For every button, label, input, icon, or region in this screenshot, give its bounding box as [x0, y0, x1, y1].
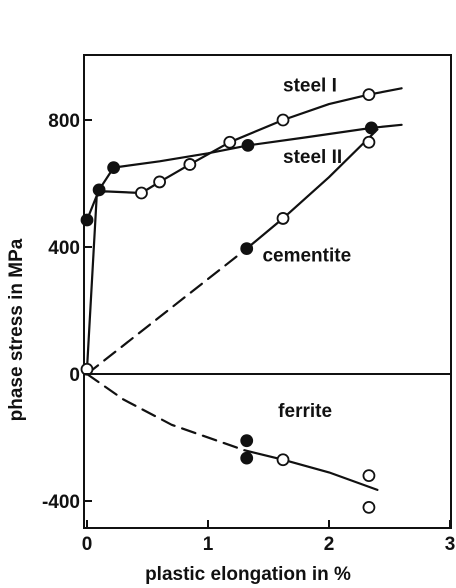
annotations: steel I steel II cementite ferrite	[262, 75, 351, 421]
plot-frame	[83, 54, 452, 529]
steel-i-point	[362, 88, 376, 101]
steel-ii-point	[364, 121, 378, 135]
x-axis-label: plastic elongation in %	[145, 564, 351, 585]
ferrite-dashed-curve	[85, 372, 246, 452]
steel-ii-point	[241, 138, 255, 152]
plot-border	[83, 54, 452, 529]
y-tick-label: 400	[48, 238, 80, 259]
y-tick-label: 800	[48, 111, 80, 132]
markers	[80, 88, 378, 514]
x-tick-label: 2	[324, 534, 335, 555]
ferrite-point	[362, 469, 376, 483]
series-annotation: steel II	[283, 147, 342, 168]
x-tick-label: 1	[203, 534, 214, 555]
cementite-point	[362, 135, 376, 149]
cementite-solid-curve	[245, 128, 379, 250]
y-axis-label: phase stress in MPa	[6, 238, 27, 421]
steel-ii-solid-curve	[85, 123, 403, 222]
series-annotation: steel I	[283, 75, 337, 96]
ferrite-point	[240, 434, 254, 448]
ferrite-point	[276, 453, 290, 467]
ferrite-point	[240, 451, 254, 465]
cementite-point	[276, 212, 290, 225]
cementite-point	[240, 242, 254, 255]
cementite-dashed-curve	[85, 247, 248, 376]
x-tick-label: 0	[82, 534, 93, 555]
steel-i-point	[135, 186, 148, 200]
y-tick-label: -400	[42, 492, 80, 513]
ferrite-solid-curve	[243, 449, 379, 491]
steel-i-point	[183, 158, 197, 171]
series-annotation: ferrite	[278, 401, 332, 422]
series-annotation: cementite	[262, 245, 351, 266]
x-tick-label: 3	[445, 534, 456, 555]
steel-i-point	[223, 135, 237, 149]
steel-i-point	[153, 175, 167, 189]
steel-ii-point	[92, 183, 106, 197]
steel-ii-point	[107, 161, 121, 175]
ferrite-point	[362, 500, 376, 514]
steel-ii-point	[80, 213, 94, 227]
y-tick-label: 0	[69, 365, 80, 386]
steel-i-point	[276, 113, 290, 127]
